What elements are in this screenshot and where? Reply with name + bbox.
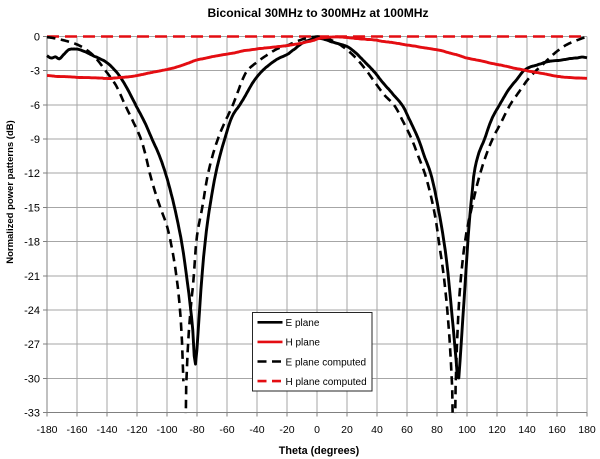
- svg-text:0: 0: [34, 32, 40, 44]
- svg-text:-140: -140: [96, 424, 117, 436]
- svg-text:-33: -33: [24, 408, 40, 420]
- svg-text:E plane: E plane: [286, 318, 320, 329]
- svg-text:-30: -30: [24, 373, 40, 385]
- svg-text:-12: -12: [24, 168, 40, 180]
- svg-text:H plane: H plane: [286, 338, 321, 349]
- svg-text:-60: -60: [219, 424, 234, 436]
- svg-text:20: 20: [341, 424, 353, 436]
- svg-text:-20: -20: [279, 424, 294, 436]
- svg-text:-100: -100: [156, 424, 177, 436]
- svg-text:60: 60: [401, 424, 413, 436]
- svg-text:-3: -3: [30, 66, 40, 78]
- svg-text:H plane computed: H plane computed: [286, 377, 367, 388]
- svg-text:-27: -27: [24, 339, 40, 351]
- svg-text:-15: -15: [24, 202, 40, 214]
- svg-text:Theta (degrees): Theta (degrees): [279, 445, 360, 457]
- svg-text:80: 80: [431, 424, 443, 436]
- svg-text:-180: -180: [36, 424, 57, 436]
- svg-text:-24: -24: [24, 305, 40, 317]
- svg-text:-120: -120: [126, 424, 147, 436]
- svg-text:40: 40: [371, 424, 383, 436]
- svg-text:E plane computed: E plane computed: [286, 357, 367, 368]
- svg-text:180: 180: [578, 424, 596, 436]
- svg-text:Biconical 30MHz to 300MHz at 1: Biconical 30MHz to 300MHz at 100MHz: [207, 6, 428, 20]
- svg-text:-18: -18: [24, 237, 40, 249]
- svg-text:-21: -21: [24, 271, 40, 283]
- svg-text:-160: -160: [66, 424, 87, 436]
- svg-text:100: 100: [458, 424, 476, 436]
- svg-text:0: 0: [314, 424, 320, 436]
- svg-text:120: 120: [488, 424, 506, 436]
- svg-text:-6: -6: [30, 100, 40, 112]
- svg-text:140: 140: [518, 424, 536, 436]
- svg-text:-9: -9: [30, 134, 40, 146]
- svg-text:160: 160: [548, 424, 566, 436]
- svg-text:-40: -40: [249, 424, 264, 436]
- svg-text:Normalized power patterns (dB): Normalized power patterns (dB): [5, 120, 16, 264]
- svg-text:-80: -80: [189, 424, 204, 436]
